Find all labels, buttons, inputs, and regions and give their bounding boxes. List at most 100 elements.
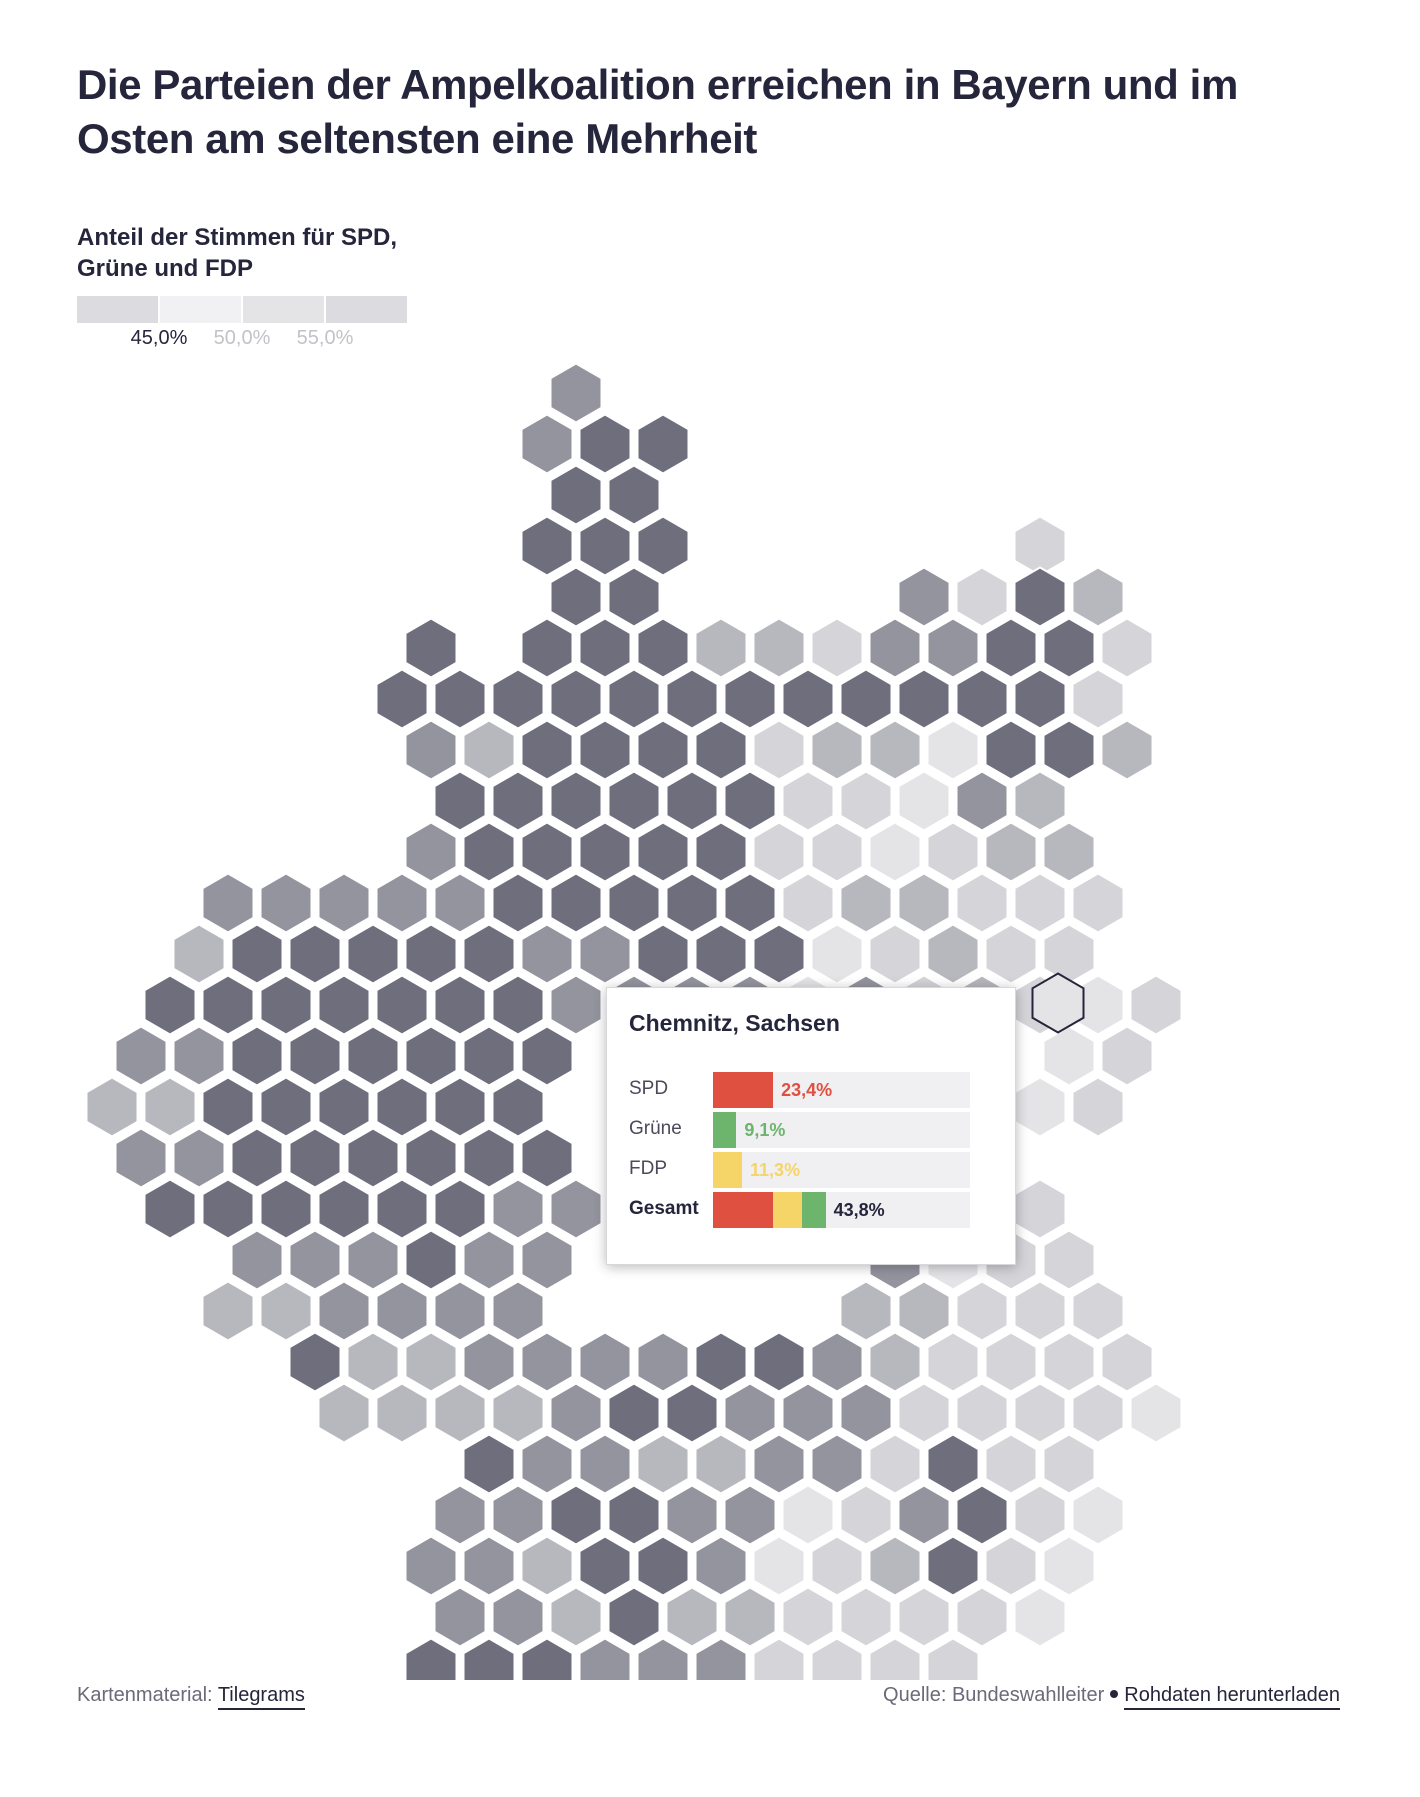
district-hex[interactable] xyxy=(665,770,719,832)
district-hex[interactable] xyxy=(897,668,951,730)
district-hex[interactable] xyxy=(462,1127,516,1189)
district-hex[interactable] xyxy=(694,821,748,883)
district-hex[interactable] xyxy=(1100,617,1154,679)
district-hex[interactable] xyxy=(781,1484,835,1546)
district-hex[interactable] xyxy=(520,1433,574,1495)
district-hex[interactable] xyxy=(520,821,574,883)
district-hex[interactable] xyxy=(578,617,632,679)
district-hex[interactable] xyxy=(636,821,690,883)
district-hex[interactable] xyxy=(723,668,777,730)
district-hex[interactable] xyxy=(607,1382,661,1444)
district-hex[interactable] xyxy=(752,617,806,679)
district-hex[interactable] xyxy=(375,1382,429,1444)
district-hex[interactable] xyxy=(491,668,545,730)
district-hex[interactable] xyxy=(868,1331,922,1393)
district-hex[interactable] xyxy=(607,1586,661,1648)
district-hex[interactable] xyxy=(230,1127,284,1189)
district-hex[interactable] xyxy=(1042,1025,1096,1087)
district-hex[interactable] xyxy=(172,1025,226,1087)
district-hex[interactable] xyxy=(1013,1586,1067,1648)
district-hex[interactable] xyxy=(839,1484,893,1546)
district-hex[interactable] xyxy=(897,1382,951,1444)
district-hex[interactable] xyxy=(578,515,632,577)
district-hex[interactable] xyxy=(1100,1025,1154,1087)
district-hex[interactable] xyxy=(578,923,632,985)
district-hex[interactable] xyxy=(868,719,922,781)
district-hex[interactable] xyxy=(839,770,893,832)
district-hex[interactable] xyxy=(404,923,458,985)
district-hex[interactable] xyxy=(404,1229,458,1291)
district-hex[interactable] xyxy=(1042,719,1096,781)
district-hex[interactable] xyxy=(984,821,1038,883)
district-hex[interactable] xyxy=(433,1586,487,1648)
selected-district-hex[interactable] xyxy=(1031,972,1085,1034)
district-hex[interactable] xyxy=(752,1433,806,1495)
district-hex[interactable] xyxy=(491,1484,545,1546)
district-hex[interactable] xyxy=(926,719,980,781)
district-hex[interactable] xyxy=(520,413,574,475)
district-hex[interactable] xyxy=(462,1229,516,1291)
district-hex[interactable] xyxy=(288,1025,342,1087)
district-hex[interactable] xyxy=(810,1637,864,1681)
district-hex[interactable] xyxy=(462,1433,516,1495)
district-hex[interactable] xyxy=(520,617,574,679)
district-hex[interactable] xyxy=(491,770,545,832)
district-hex[interactable] xyxy=(462,821,516,883)
district-hex[interactable] xyxy=(1013,566,1067,628)
district-hex[interactable] xyxy=(259,872,313,934)
district-hex[interactable] xyxy=(404,821,458,883)
district-hex[interactable] xyxy=(404,617,458,679)
district-hex[interactable] xyxy=(578,1331,632,1393)
district-hex[interactable] xyxy=(636,1433,690,1495)
district-hex[interactable] xyxy=(433,668,487,730)
district-hex[interactable] xyxy=(259,1178,313,1240)
district-hex[interactable] xyxy=(549,1382,603,1444)
district-hex[interactable] xyxy=(955,566,1009,628)
district-hex[interactable] xyxy=(810,719,864,781)
district-hex[interactable] xyxy=(636,1637,690,1681)
district-hex[interactable] xyxy=(549,668,603,730)
district-hex[interactable] xyxy=(1042,923,1096,985)
district-hex[interactable] xyxy=(984,1331,1038,1393)
district-hex[interactable] xyxy=(955,1484,1009,1546)
district-hex[interactable] xyxy=(317,872,371,934)
district-hex[interactable] xyxy=(636,617,690,679)
district-hex[interactable] xyxy=(1013,1076,1067,1138)
district-hex[interactable] xyxy=(665,1382,719,1444)
district-hex[interactable] xyxy=(549,872,603,934)
district-hex[interactable] xyxy=(288,923,342,985)
district-hex[interactable] xyxy=(549,1484,603,1546)
district-hex[interactable] xyxy=(114,1025,168,1087)
district-hex[interactable] xyxy=(201,1178,255,1240)
district-hex[interactable] xyxy=(201,1076,255,1138)
district-hex[interactable] xyxy=(1071,566,1125,628)
district-hex[interactable] xyxy=(694,1637,748,1681)
district-hex[interactable] xyxy=(1042,1535,1096,1597)
district-hex[interactable] xyxy=(317,1178,371,1240)
district-hex[interactable] xyxy=(404,1331,458,1393)
district-hex[interactable] xyxy=(1129,1382,1183,1444)
district-hex[interactable] xyxy=(433,1178,487,1240)
district-hex[interactable] xyxy=(578,1535,632,1597)
district-hex[interactable] xyxy=(636,413,690,475)
district-hex[interactable] xyxy=(404,1025,458,1087)
district-hex[interactable] xyxy=(781,1382,835,1444)
district-hex[interactable] xyxy=(1013,668,1067,730)
district-hex[interactable] xyxy=(897,770,951,832)
district-hex[interactable] xyxy=(723,1586,777,1648)
district-hex[interactable] xyxy=(810,1535,864,1597)
district-hex[interactable] xyxy=(665,1586,719,1648)
district-hex[interactable] xyxy=(288,1127,342,1189)
district-hex[interactable] xyxy=(752,719,806,781)
district-hex[interactable] xyxy=(462,1637,516,1681)
district-hex[interactable] xyxy=(868,923,922,985)
district-hex[interactable] xyxy=(781,872,835,934)
district-hex[interactable] xyxy=(520,1637,574,1681)
district-hex[interactable] xyxy=(346,1025,400,1087)
district-hex[interactable] xyxy=(723,1382,777,1444)
district-hex[interactable] xyxy=(520,1025,574,1087)
district-hex[interactable] xyxy=(201,1280,255,1342)
district-hex[interactable] xyxy=(433,872,487,934)
district-hex[interactable] xyxy=(404,1127,458,1189)
district-hex[interactable] xyxy=(404,1637,458,1681)
